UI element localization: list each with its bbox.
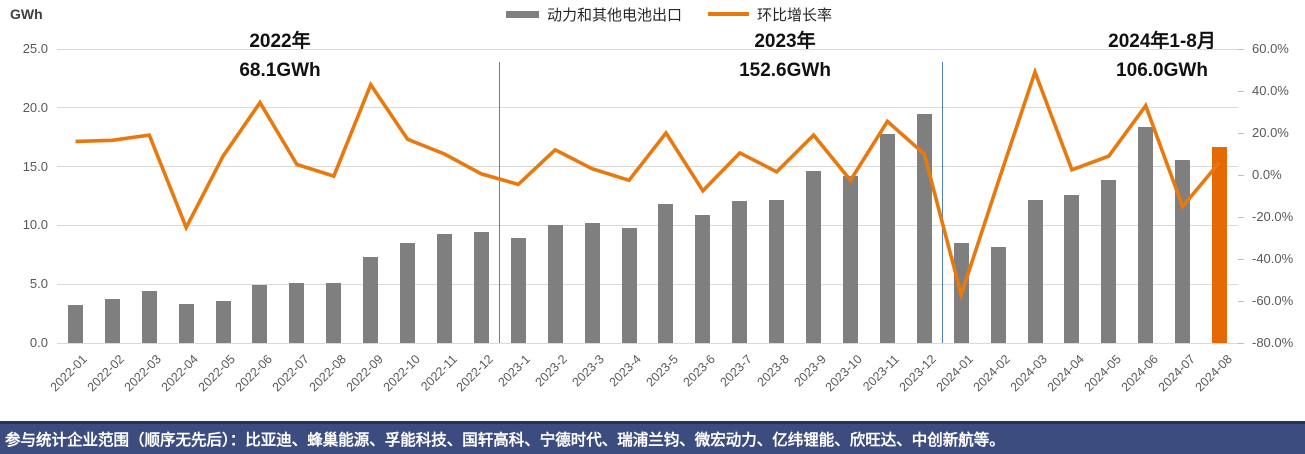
left-axis-tick-label: 15.0 [22,158,48,174]
gridline [57,224,1238,226]
bar-2023-6 [695,214,711,343]
bar-2022-08 [326,283,342,343]
bar-2024-01 [953,243,969,343]
x-axis-label-2023-10: 2023-10 [823,352,866,395]
bar-2022-03 [141,291,157,343]
bar-2024-04 [1064,194,1080,343]
bar-2023-1 [510,238,526,343]
gridline [57,107,1238,109]
bar-2023-10 [842,176,858,343]
left-axis-tick-label: 25.0 [22,41,48,56]
right-axis-tick-label: 0.0% [1252,167,1282,182]
x-axis-label-2023-9: 2023-9 [791,352,829,390]
bar-2024-07 [1175,159,1191,343]
left-axis-tick-label: 5.0 [29,276,48,292]
left-axis-unit-label: GWh [10,6,43,22]
gridline [57,283,1238,285]
legend-line-swatch [708,12,750,16]
right-axis-tick-label: -60.0% [1252,293,1294,308]
bar-2022-11 [437,233,453,343]
right-axis-tickmark [1238,175,1244,176]
year-divider-line [498,62,501,343]
gridline [57,166,1238,168]
year-divider-line [941,62,944,343]
right-axis-tick-label: -20.0% [1252,209,1294,224]
bar-2024-06 [1138,126,1154,343]
x-axis-label-2022-10: 2022-10 [380,352,423,395]
right-axis-tick-label: -40.0% [1252,251,1294,266]
bar-2022-01 [67,305,83,343]
bar-2023-9 [806,171,822,343]
legend-bar-swatch [506,10,539,18]
right-axis-tick-label: -80.0% [1252,335,1294,350]
bar-2024-02 [990,246,1006,343]
bar-2022-05 [215,300,231,343]
footer-note: 参与统计企业范围（顺序无先后）：比亚迪、蜂巢能源、孚能科技、国轩高科、宁德时代、… [0,421,1305,454]
right-axis-tickmark [1238,91,1244,92]
bar-2023-11 [879,133,895,343]
bar-2022-04 [178,304,194,343]
annotation-2022-total: 2022年 68.1GWh [239,27,320,85]
bar-2023-3 [584,223,600,343]
bar-2024-05 [1101,179,1117,343]
x-axis-label-2024-08: 2024-08 [1192,352,1235,395]
right-axis-tickmark [1238,133,1244,134]
right-axis-tickmark [1238,49,1244,50]
bar-2022-12 [473,232,489,343]
bar-2022-07 [289,283,305,343]
annotation-2022-value: 68.1GWh [239,60,321,81]
x-axis-label-2022-12: 2022-12 [453,352,497,395]
right-axis-tick-label: 60.0% [1252,41,1289,56]
annotation-2022-year: 2022年 [249,31,311,52]
x-axis-label-2022-11: 2022-11 [417,352,460,394]
annotation-2023-year: 2023年 [754,31,816,52]
x-axis-label-2022-01: 2022-01 [48,352,91,395]
annotation-2023-total: 2023年 152.6GWh [739,27,831,85]
left-axis-tick-label: 0.0 [29,335,48,350]
bar-2023-8 [769,199,785,343]
legend-bar-label: 动力和其他电池出口 [547,6,683,24]
right-axis-tick-label: 20.0% [1252,125,1289,140]
gridline [57,342,1238,344]
bar-2023-5 [658,204,674,343]
right-axis-tickmark [1238,343,1244,344]
bar-2022-10 [400,243,416,343]
legend-line-label: 环比增长率 [757,6,833,24]
left-axis-tick-label: 10.0 [22,217,48,233]
bar-2022-06 [252,285,268,343]
bar-2024-03 [1027,199,1043,343]
bar-2022-09 [363,257,379,343]
annotation-2024-period: 2024年1-8月 [1108,31,1216,52]
right-axis-tickmark [1238,259,1244,260]
bar-2024-08 [1212,146,1228,343]
right-axis-tickmark [1238,301,1244,302]
growth-rate-polyline [75,66,1221,302]
right-axis-tickmark [1238,217,1244,218]
bar-2023-4 [621,227,637,343]
left-axis-tick-label: 20.0 [22,99,48,115]
bar-2023-12 [916,113,932,343]
bar-2023-2 [547,225,563,343]
annotation-2024-total: 2024年1-8月 106.0GWh [1108,27,1216,85]
annotation-2024-value: 106.0GWh [1116,60,1208,81]
annotation-2023-value: 152.6GWh [739,60,831,81]
bar-2022-02 [104,299,120,343]
gridline [57,48,1238,50]
right-axis-tick-label: 40.0% [1252,83,1289,98]
legend: 动力和其他电池出口 环比增长率 [506,4,832,24]
bar-2023-7 [732,200,748,343]
